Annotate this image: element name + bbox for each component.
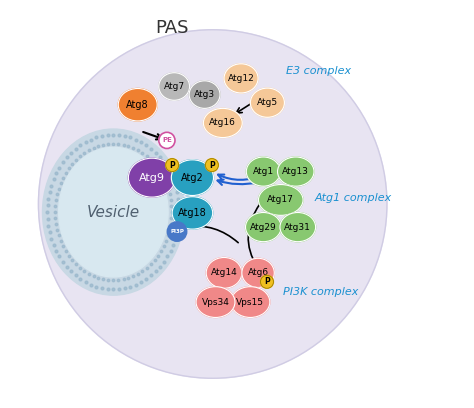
Text: Atg18: Atg18 [178, 208, 207, 218]
Text: Vesicle: Vesicle [87, 204, 140, 220]
Text: PI3P: PI3P [170, 229, 184, 234]
Text: Atg3: Atg3 [194, 90, 215, 99]
Text: PI3K complex: PI3K complex [283, 287, 358, 297]
Text: Atg17: Atg17 [267, 195, 294, 204]
Circle shape [167, 222, 187, 241]
Text: Atg12: Atg12 [228, 74, 255, 83]
Text: Atg2: Atg2 [181, 173, 204, 183]
Ellipse shape [159, 73, 190, 100]
Text: E3 complex: E3 complex [286, 66, 352, 76]
Circle shape [38, 30, 387, 378]
Ellipse shape [59, 147, 168, 277]
Circle shape [205, 159, 219, 172]
Ellipse shape [128, 158, 175, 197]
Text: Atg14: Atg14 [210, 268, 237, 277]
Circle shape [159, 132, 175, 149]
Ellipse shape [189, 81, 220, 109]
Text: Atg1 complex: Atg1 complex [315, 193, 392, 203]
Text: Atg13: Atg13 [283, 167, 309, 176]
Ellipse shape [118, 89, 157, 121]
Text: PE: PE [162, 137, 172, 143]
Text: Atg16: Atg16 [210, 118, 236, 127]
Text: Atg6: Atg6 [247, 268, 269, 277]
Text: P: P [169, 161, 175, 170]
Text: Atg7: Atg7 [164, 82, 185, 91]
Ellipse shape [206, 257, 242, 288]
Ellipse shape [280, 213, 316, 242]
Circle shape [166, 159, 179, 172]
Circle shape [261, 275, 273, 288]
Ellipse shape [258, 184, 303, 215]
Ellipse shape [231, 287, 270, 317]
Text: Atg5: Atg5 [257, 98, 278, 107]
Ellipse shape [196, 287, 235, 317]
Ellipse shape [203, 109, 242, 137]
Text: Vps15: Vps15 [237, 297, 264, 306]
Ellipse shape [250, 88, 284, 117]
Ellipse shape [172, 197, 213, 229]
Ellipse shape [246, 157, 280, 186]
Text: P: P [264, 277, 270, 286]
Text: Atg9: Atg9 [139, 173, 165, 183]
Text: Atg29: Atg29 [250, 223, 277, 232]
Text: Atg1: Atg1 [253, 167, 274, 176]
Text: Vps34: Vps34 [201, 297, 229, 306]
Ellipse shape [224, 64, 258, 93]
Text: Atg31: Atg31 [284, 223, 311, 232]
Text: P: P [209, 161, 215, 170]
Ellipse shape [43, 129, 184, 295]
Text: PAS: PAS [155, 19, 189, 37]
Ellipse shape [277, 157, 314, 186]
Ellipse shape [172, 160, 213, 195]
Ellipse shape [242, 258, 274, 288]
Text: Atg8: Atg8 [127, 100, 149, 110]
Ellipse shape [246, 213, 281, 242]
